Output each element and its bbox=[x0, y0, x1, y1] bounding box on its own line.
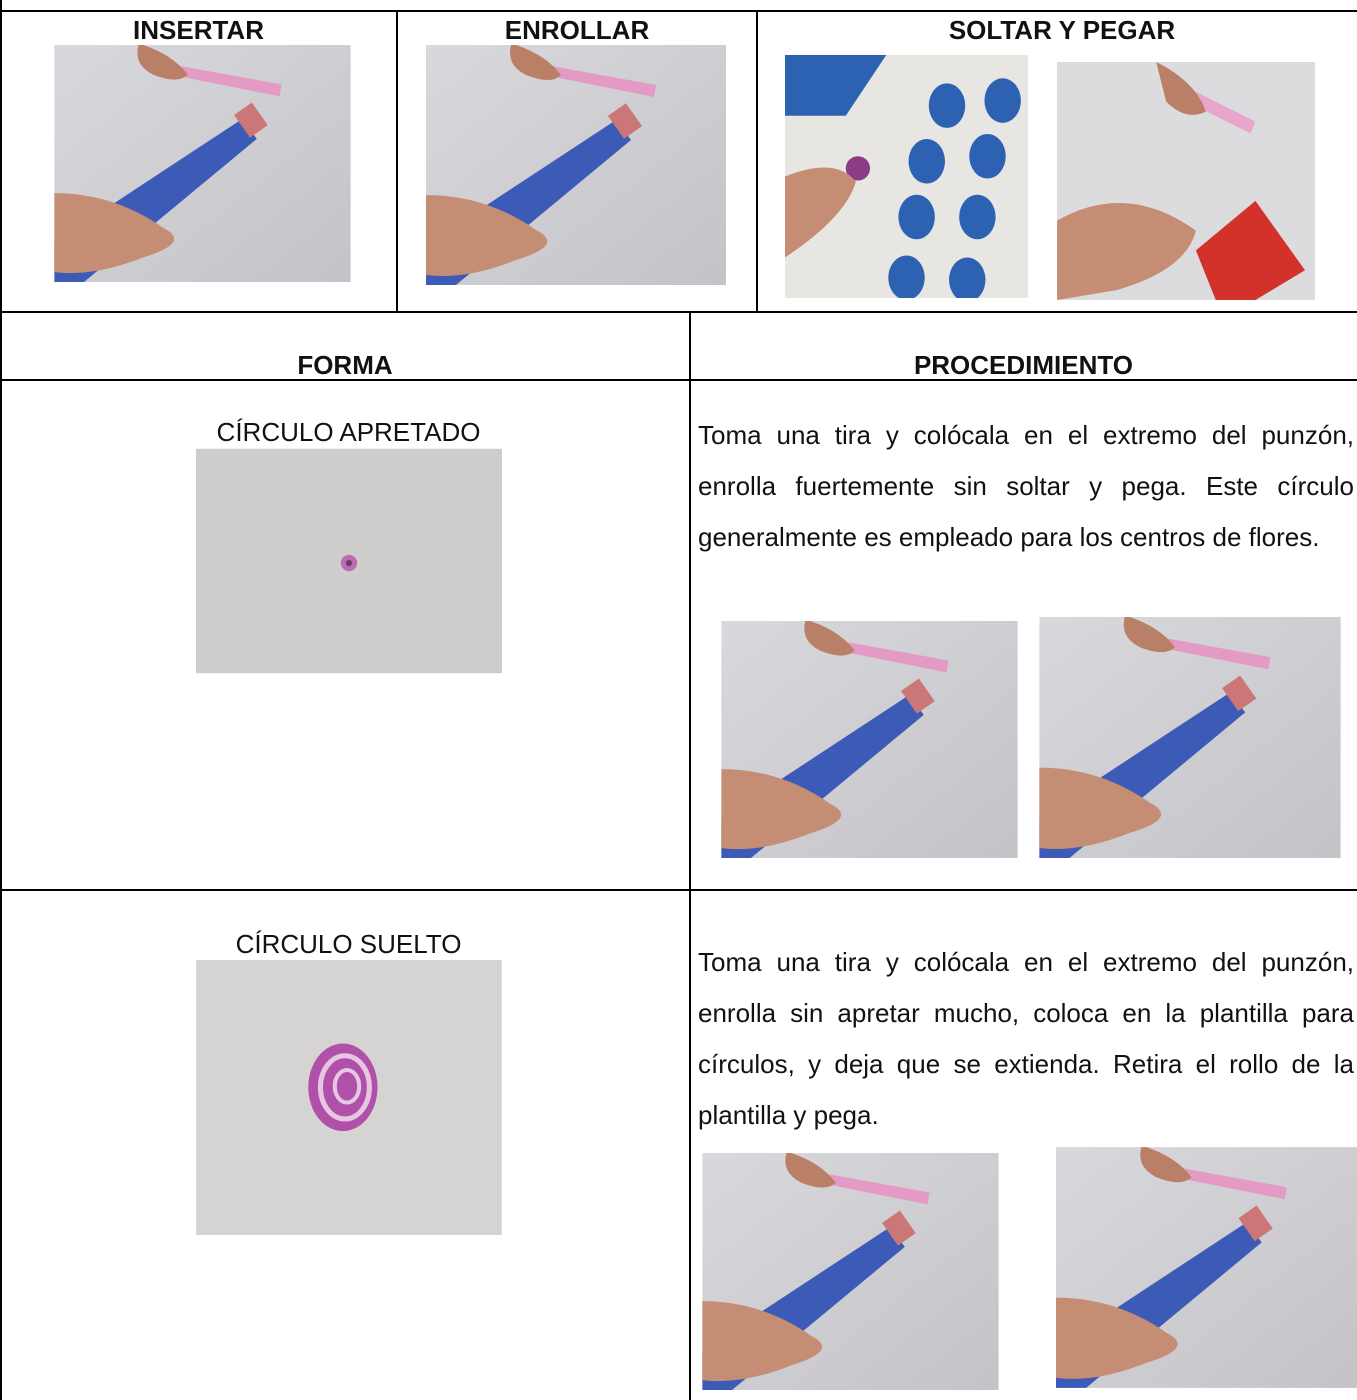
procedure-text: Toma una tira y colócala en el extremo d… bbox=[698, 420, 1354, 552]
border bbox=[0, 311, 1357, 313]
step-header: INSERTAR bbox=[133, 15, 264, 45]
photo bbox=[1056, 1147, 1357, 1388]
border bbox=[0, 379, 1357, 381]
border bbox=[689, 311, 691, 1400]
table-header: PROCEDIMIENTO bbox=[913, 350, 1134, 380]
border bbox=[0, 889, 1357, 891]
photo bbox=[785, 55, 1028, 298]
photo bbox=[721, 621, 1018, 858]
procedure-text: Toma una tira y colócala en el extremo d… bbox=[698, 947, 1354, 1130]
border bbox=[0, 10, 1357, 12]
photo bbox=[54, 45, 351, 282]
table-header: FORMA bbox=[297, 350, 393, 380]
border bbox=[396, 10, 398, 312]
photo bbox=[1039, 617, 1341, 858]
step-header: ENROLLAR bbox=[504, 15, 650, 45]
step-header: SOLTAR Y PEGAR bbox=[948, 15, 1176, 45]
photo bbox=[196, 960, 502, 1235]
shape-label: CÍRCULO APRETADO bbox=[216, 417, 481, 447]
border bbox=[756, 10, 758, 312]
photo bbox=[702, 1153, 999, 1390]
photo bbox=[1057, 62, 1315, 300]
shape-label: CÍRCULO SUELTO bbox=[235, 929, 462, 959]
photo bbox=[426, 45, 726, 285]
photo bbox=[196, 448, 502, 674]
border bbox=[0, 0, 2, 1400]
